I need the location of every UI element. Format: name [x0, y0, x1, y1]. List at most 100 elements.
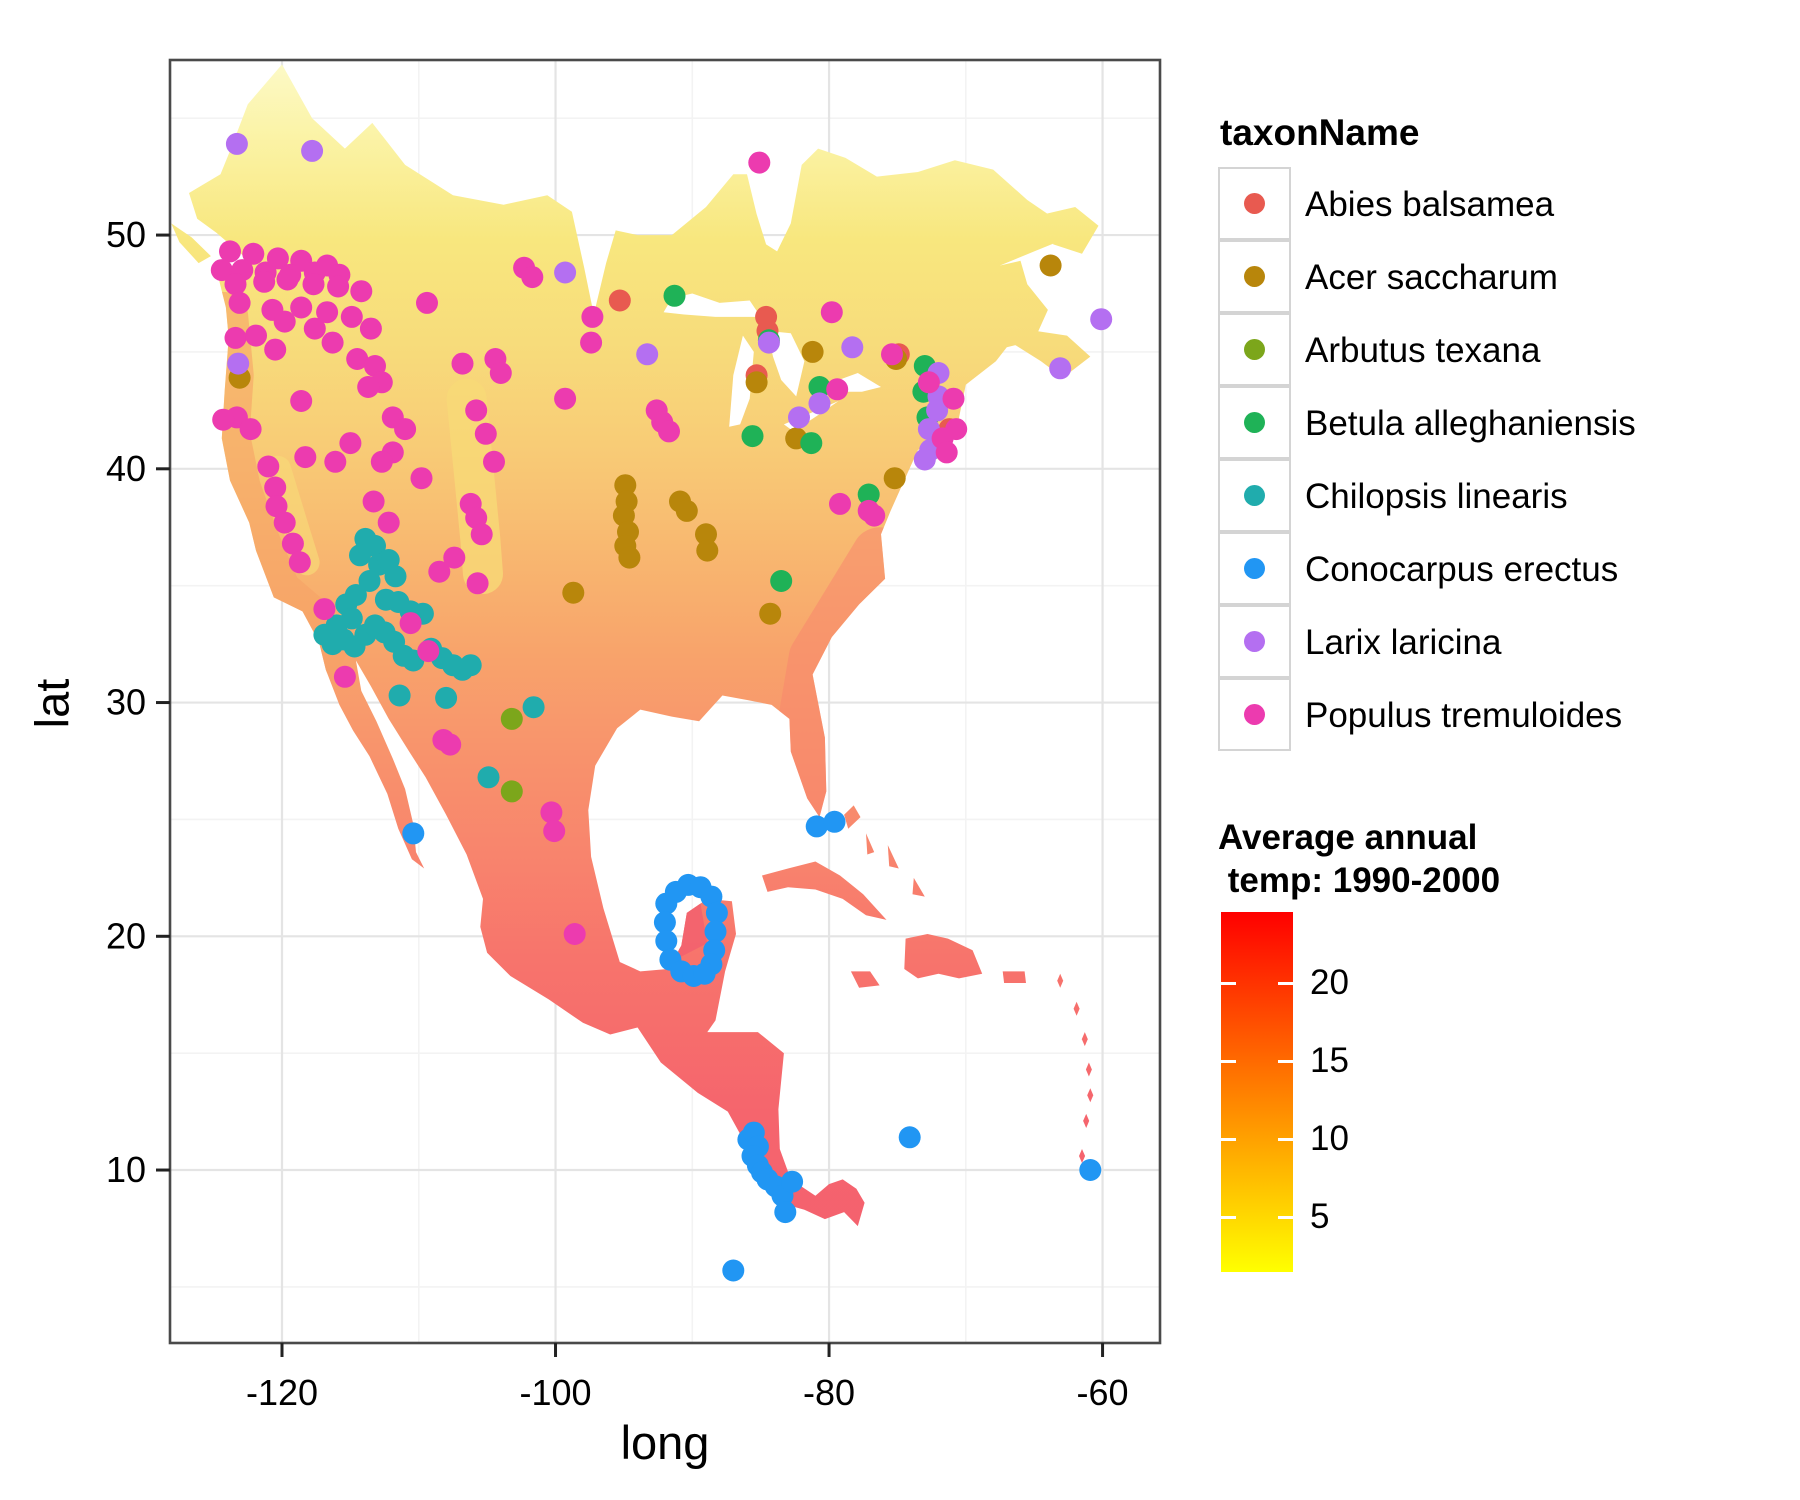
data-point — [264, 476, 287, 499]
legend-item-populus-tremuloides: Populus tremuloides — [1218, 678, 1636, 752]
data-point — [416, 291, 438, 314]
data-point — [224, 326, 247, 349]
data-point — [820, 301, 843, 324]
colorbar-tick — [1221, 1060, 1236, 1063]
legend-swatch-dot — [1244, 412, 1265, 433]
colorbar-gradient — [1221, 912, 1293, 1272]
colorbar-tick-label: 10 — [1310, 1119, 1349, 1158]
legend-item-acer-saccharum: Acer saccharum — [1218, 240, 1636, 314]
data-point — [288, 551, 311, 574]
data-point — [823, 810, 846, 833]
data-point — [228, 291, 251, 314]
data-point — [554, 387, 577, 410]
map-island-speck — [1085, 1062, 1092, 1077]
data-point — [459, 654, 482, 677]
legend-key-box — [1218, 386, 1291, 459]
legend-item-label: Chilopsis linearis — [1305, 476, 1568, 516]
data-point — [801, 340, 824, 363]
colorbar-tick-label: 5 — [1310, 1197, 1330, 1236]
colorbar-title: Average annual temp: 1990-2000 — [1218, 818, 1501, 900]
data-point — [781, 1170, 804, 1193]
data-point — [264, 338, 287, 361]
data-point — [477, 766, 500, 789]
data-point — [290, 296, 313, 319]
data-point — [636, 343, 659, 366]
y-tick-label: 40 — [106, 448, 146, 489]
data-point — [663, 284, 686, 307]
data-point — [362, 490, 385, 513]
legend-key-box — [1218, 459, 1291, 532]
x-axis-title: long — [620, 1416, 710, 1469]
legend-swatch-dot — [1244, 485, 1265, 506]
legend-title: taxonName — [1220, 112, 1420, 153]
y-tick-label: 50 — [106, 214, 146, 255]
data-point — [265, 495, 288, 518]
legend-key-box — [1218, 532, 1291, 605]
map-island-3 — [762, 861, 887, 920]
data-point — [227, 352, 250, 375]
colorbar-tick — [1221, 1138, 1236, 1141]
map-island-5 — [850, 971, 880, 988]
map-mainland — [189, 64, 1092, 1227]
map-island-1 — [1045, 207, 1099, 254]
data-point — [745, 371, 768, 394]
legend-swatch-dot — [1244, 704, 1265, 725]
legend-item-label: Abies balsamea — [1305, 184, 1555, 224]
data-point — [212, 408, 235, 431]
data-point — [500, 707, 523, 730]
legend-item-arbutus-texana: Arbutus texana — [1218, 313, 1636, 387]
data-point — [757, 331, 780, 354]
data-point — [917, 371, 940, 394]
data-point — [321, 331, 344, 354]
map-island-speck — [1073, 1001, 1080, 1016]
data-point — [225, 132, 248, 155]
data-point — [290, 390, 313, 412]
data-point — [245, 324, 267, 347]
data-point — [327, 275, 350, 298]
legend-key-box — [1218, 167, 1291, 240]
colorbar: Average annual temp: 1990-2000 20 15 10 5 — [1218, 816, 1500, 1312]
colorbar-tick — [1278, 1216, 1293, 1219]
x-tick-label: -60 — [1077, 1372, 1129, 1413]
data-point — [346, 348, 369, 370]
data-point — [358, 570, 381, 592]
data-point — [554, 261, 577, 284]
data-point — [465, 399, 488, 422]
data-point — [281, 532, 304, 555]
data-point — [273, 511, 296, 534]
data-point — [581, 305, 604, 328]
legend-key-box — [1218, 678, 1291, 751]
map-island-speck — [1081, 1032, 1088, 1047]
data-point — [253, 270, 276, 293]
series-conocarpus-erectus — [402, 810, 1102, 1282]
data-point — [474, 422, 497, 445]
data-point — [608, 289, 631, 312]
data-point — [800, 432, 823, 455]
data-point — [883, 467, 906, 490]
x-tick-label: -80 — [803, 1372, 855, 1413]
data-point — [384, 565, 407, 588]
data-point — [349, 544, 371, 567]
data-point — [316, 301, 339, 324]
legend-items: Abies balsamea Acer saccharum Arbutus texa… — [1218, 167, 1636, 752]
legend-swatch-dot — [1244, 558, 1265, 579]
y-axis-title: lat — [25, 678, 79, 729]
map-island-speck — [1083, 1113, 1090, 1128]
map-island-2 — [1015, 330, 1091, 378]
data-point — [759, 602, 782, 625]
legend-item-label: Conocarpus erectus — [1305, 549, 1619, 589]
colorbar-tick — [1278, 982, 1293, 985]
data-point — [388, 684, 411, 707]
data-point — [301, 139, 324, 162]
legend-swatch-dot — [1244, 631, 1265, 652]
data-point — [826, 378, 849, 401]
data-point — [273, 310, 296, 333]
data-point — [1049, 357, 1072, 380]
data-point — [1039, 254, 1062, 277]
data-point — [522, 696, 545, 719]
data-point — [302, 273, 325, 296]
data-point — [451, 352, 474, 375]
map-lake-0 — [663, 293, 761, 317]
data-point — [808, 392, 831, 415]
